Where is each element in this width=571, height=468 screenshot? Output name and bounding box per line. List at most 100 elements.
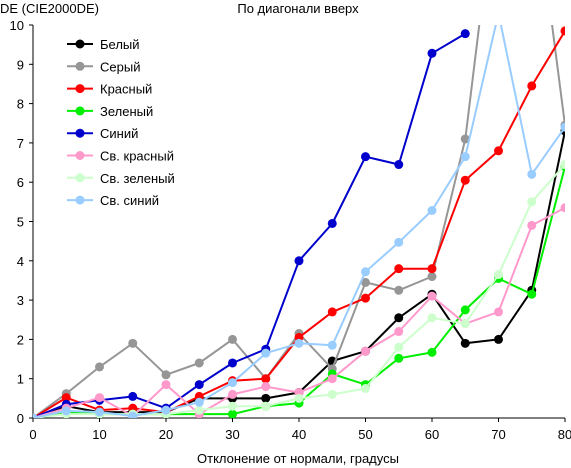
data-point (327, 374, 337, 384)
data-point (194, 380, 204, 390)
data-point (327, 307, 337, 317)
data-point (327, 389, 337, 399)
data-point (427, 347, 437, 357)
x-tick-label: 60 (425, 427, 439, 442)
legend-label: Белый (100, 37, 140, 52)
data-point (394, 264, 404, 274)
x-tick-label: 10 (92, 427, 106, 442)
data-point (228, 358, 237, 368)
data-point (128, 411, 138, 418)
data-point (61, 406, 71, 416)
legend-swatch-marker (75, 195, 85, 205)
data-point (427, 264, 437, 274)
legend-item: Серый (67, 59, 140, 74)
data-point (33, 413, 38, 418)
data-point (494, 307, 503, 317)
y-tick-label: 0 (17, 411, 24, 426)
data-point (427, 313, 437, 323)
y-tick-label: 1 (17, 372, 24, 387)
data-point (427, 205, 437, 215)
data-point (527, 289, 537, 299)
legend-swatch-marker (75, 84, 85, 94)
data-point (261, 382, 271, 392)
data-point (294, 338, 304, 348)
x-tick-label: 20 (159, 427, 173, 442)
legend-label: Зеленый (100, 104, 153, 119)
legend-item: Св. красный (67, 149, 174, 164)
data-point (194, 397, 204, 407)
data-point (460, 152, 470, 162)
axes: 0 1 2 3 4 5 6 7 8 9 10 0 10 20 30 40 50 60 70 80 (10, 18, 571, 442)
data-point (494, 334, 503, 344)
data-point (294, 256, 304, 266)
data-point (228, 401, 237, 411)
data-point (95, 393, 104, 403)
data-point (361, 384, 370, 394)
data-point (95, 407, 104, 417)
data-point (228, 389, 237, 399)
chart-title: По диагонали вверх (237, 1, 359, 16)
data-point (560, 26, 565, 36)
data-point (261, 348, 271, 358)
legend-swatch-marker (75, 106, 85, 116)
data-point (61, 393, 71, 403)
data-point (394, 353, 404, 363)
legend: Белый Серый Красный Зеленый Синий Св. красный… (67, 37, 175, 208)
series-5 (33, 29, 470, 418)
y-tick-label: 9 (17, 57, 24, 72)
data-point (361, 152, 370, 162)
data-point (527, 81, 537, 91)
data-point (294, 393, 304, 403)
y-tick-label: 5 (17, 215, 24, 230)
data-point (361, 277, 370, 287)
legend-item: Св. зеленый (67, 171, 175, 186)
data-point (361, 267, 370, 277)
data-point (394, 313, 404, 323)
data-point (560, 160, 565, 170)
series-6 (33, 203, 565, 418)
data-point (327, 218, 337, 228)
data-point (527, 169, 537, 179)
series-line (33, 206, 565, 418)
data-point (194, 405, 204, 415)
data-point (527, 220, 537, 230)
data-point (460, 134, 470, 144)
series-layer (33, 25, 565, 418)
data-point (261, 401, 271, 411)
data-point (560, 122, 565, 132)
x-axis-label: Отклонение от нормали, градусы (197, 451, 399, 466)
y-tick-label: 7 (17, 136, 24, 151)
data-point (427, 272, 437, 282)
y-tick-label: 10 (10, 18, 24, 33)
y-tick-label: 2 (17, 332, 24, 347)
data-point (194, 358, 204, 368)
data-point (128, 338, 138, 348)
data-point (460, 319, 470, 329)
data-point (95, 362, 104, 372)
y-tick-label: 6 (17, 175, 24, 190)
legend-label: Синий (100, 126, 138, 141)
data-point (261, 374, 271, 384)
legend-item: Зеленый (67, 104, 153, 119)
legend-item: Белый (67, 37, 140, 52)
legend-label: Св. красный (100, 149, 174, 164)
legend-label: Серый (100, 59, 140, 74)
data-point (494, 146, 503, 156)
data-point (460, 338, 470, 348)
x-tick-label: 50 (358, 427, 372, 442)
legend-swatch-marker (75, 61, 85, 71)
legend-item: Св. синий (67, 193, 159, 208)
data-point (128, 391, 138, 401)
data-point (161, 380, 171, 390)
data-point (494, 270, 503, 280)
x-tick-label: 30 (225, 427, 239, 442)
legend-label: Св. зеленый (100, 171, 175, 186)
x-tick-label: 70 (491, 427, 505, 442)
legend-swatch-marker (75, 128, 85, 138)
legend-label: Красный (100, 82, 152, 97)
data-point (394, 327, 404, 337)
legend-item: Синий (67, 126, 138, 141)
data-point (394, 342, 404, 352)
y-axis-label: DE (CIE2000DE) (0, 1, 99, 16)
